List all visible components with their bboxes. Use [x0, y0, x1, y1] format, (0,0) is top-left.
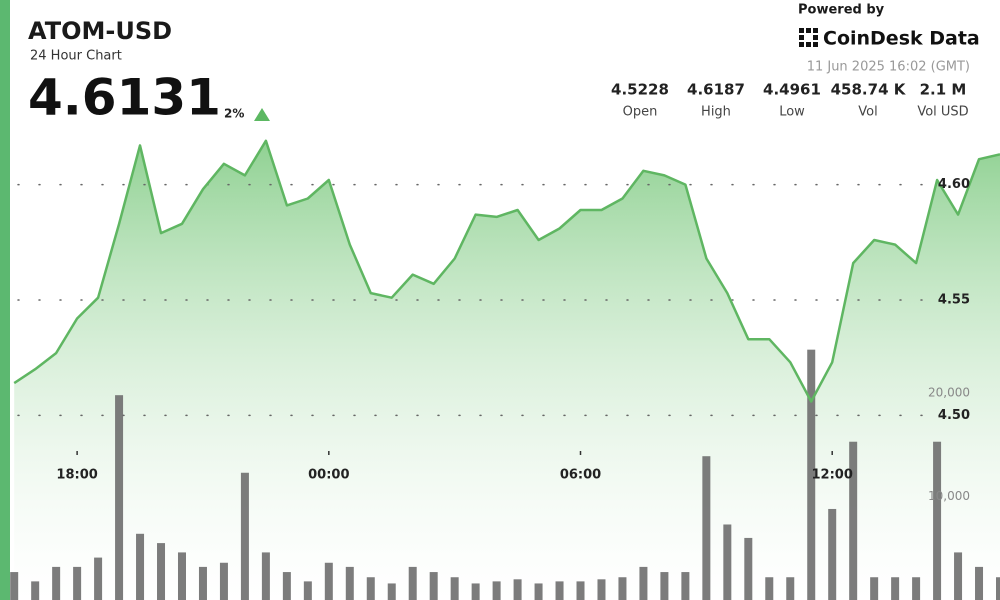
- brand-logo: [799, 28, 818, 47]
- volume-bar: [807, 349, 816, 600]
- x-tick-label: 18:00: [56, 468, 97, 483]
- volume-bar: [219, 562, 228, 600]
- volume-bar: [576, 581, 585, 600]
- volume-bar: [115, 395, 124, 600]
- volume-bar: [366, 577, 375, 600]
- volume-bar: [870, 577, 879, 600]
- stat-value: 4.5228: [611, 81, 669, 99]
- stat-label: Low: [779, 105, 805, 120]
- volume-bar: [303, 581, 312, 600]
- stat-value: 4.4961: [763, 81, 821, 99]
- y2-tick-label: 20,000: [928, 386, 970, 400]
- volume-bar: [786, 577, 795, 600]
- volume-bar: [429, 572, 438, 600]
- price-area: [14, 140, 1000, 600]
- powered-by: Powered by: [798, 3, 885, 18]
- y-tick-label: 4.60: [938, 177, 970, 192]
- volume-bar: [681, 572, 690, 600]
- volume-bar: [492, 581, 501, 600]
- volume-bar: [975, 566, 984, 600]
- chart-subtitle: 24 Hour Chart: [30, 49, 122, 64]
- y-tick-label: 4.50: [938, 408, 970, 423]
- volume-bar: [555, 581, 564, 600]
- volume-bar: [765, 577, 774, 600]
- stat-value: 4.6187: [687, 81, 745, 99]
- volume-bar: [240, 472, 249, 600]
- x-tick-label: 00:00: [308, 468, 349, 483]
- volume-bar: [31, 581, 40, 600]
- volume-bar: [996, 577, 1000, 600]
- accent-stripe: [0, 0, 10, 600]
- volume-bar: [513, 579, 522, 600]
- volume-bar: [954, 552, 963, 600]
- y2-tick-label: 10,000: [928, 489, 970, 503]
- y-tick-label: 4.55: [938, 293, 970, 308]
- volume-bar: [828, 508, 837, 600]
- volume-bar: [198, 566, 207, 600]
- stat-value: 458.74 K: [831, 81, 907, 99]
- volume-bar: [387, 583, 396, 600]
- price-line: [13, 139, 1000, 403]
- volume-bar: [702, 456, 711, 600]
- volume-bar: [933, 441, 942, 600]
- volume-bar: [324, 562, 333, 600]
- volume-bar: [660, 572, 669, 600]
- stat-label: Vol USD: [917, 105, 968, 120]
- volume-bar: [618, 577, 627, 600]
- timestamp: 11 Jun 2025 16:02 (GMT): [807, 60, 970, 75]
- x-tick-label: 06:00: [560, 468, 601, 483]
- volume-bar: [94, 557, 103, 600]
- volume-bar: [849, 441, 858, 600]
- stat-value: 2.1 M: [920, 81, 967, 99]
- volume-bar: [177, 552, 186, 600]
- volume-bar: [408, 566, 417, 600]
- price-change: 2%: [224, 107, 244, 121]
- volume-bar: [136, 533, 145, 600]
- brand-name: CoinDesk Data: [823, 28, 980, 50]
- x-tick-label: 12:00: [812, 468, 853, 483]
- volume-bar: [534, 583, 543, 600]
- current-price: 4.6131: [28, 69, 221, 127]
- volume-bar: [639, 566, 648, 600]
- volume-bar: [471, 583, 480, 600]
- volume-bar: [744, 537, 753, 600]
- volume-bar: [282, 572, 291, 600]
- stat-label: High: [701, 105, 731, 120]
- stat-label: Open: [623, 105, 658, 120]
- volume-bar: [891, 577, 900, 600]
- up-arrow: [254, 108, 270, 121]
- volume-bar: [10, 572, 19, 600]
- volume-bar: [912, 577, 921, 600]
- chart-title: ATOM-USD: [28, 17, 172, 45]
- volume-bar: [52, 566, 61, 600]
- volume-bar: [597, 579, 606, 600]
- volume-bar: [345, 566, 354, 600]
- stat-label: Vol: [858, 105, 877, 120]
- volume-bar: [261, 552, 270, 600]
- volume-bar: [73, 566, 82, 600]
- volume-bar: [157, 543, 166, 600]
- volume-bar: [723, 524, 732, 600]
- volume-bar: [450, 577, 459, 600]
